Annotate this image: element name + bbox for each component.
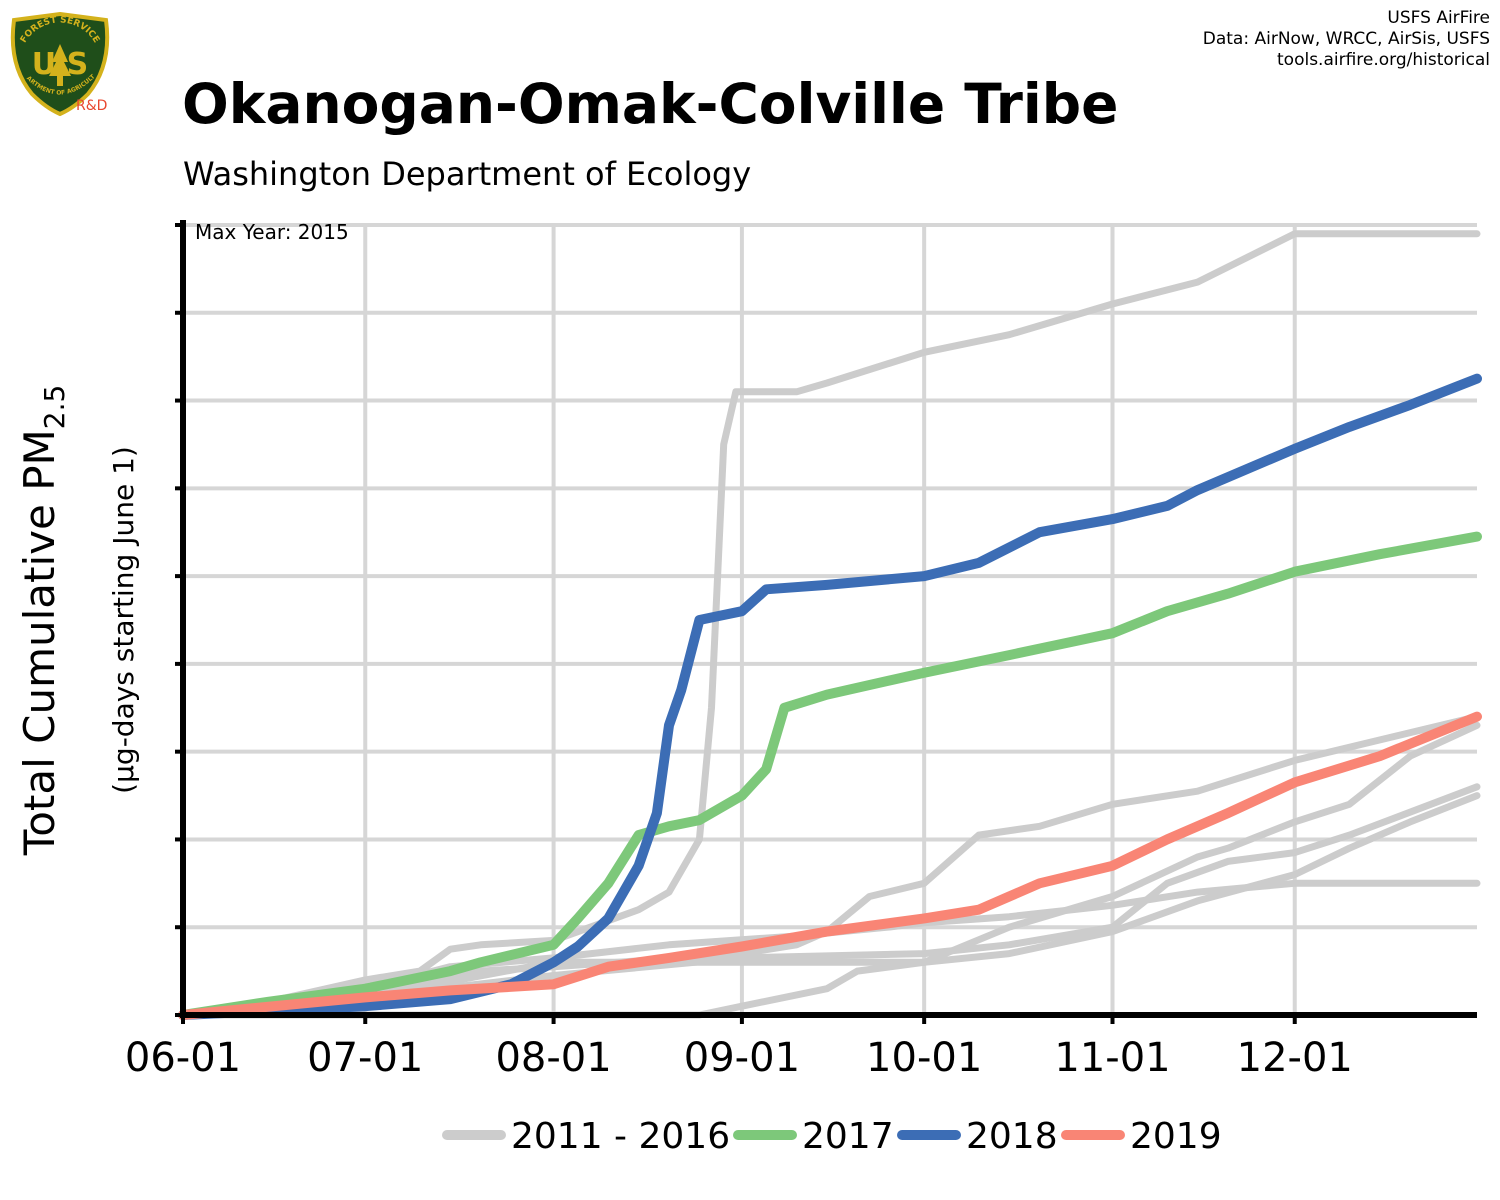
legend-item: 2019 (1061, 1116, 1222, 1157)
series-line-history (179, 230, 1481, 1019)
x-tick-label: 10-01 (866, 1035, 982, 1081)
ylabel-main: Total Cumulative PM (15, 429, 64, 856)
usfs-logo: FOREST SERVICE DEPARTMENT OF AGRICULTURE… (6, 5, 112, 120)
series-line-2017 (178, 531, 1482, 1020)
legend-item: 2018 (897, 1116, 1058, 1157)
axes: 06-01 07-01 08-01 09-01 10-01 11-01 12-01 (125, 220, 1477, 1081)
credit-line: tools.airfire.org/historical (1277, 50, 1490, 70)
x-tick-label: 08-01 (495, 1035, 611, 1081)
credits: USFS AirFire Data: AirNow, WRCC, AirSis,… (1203, 8, 1490, 71)
svg-text:Total Cumulative PM2.5: Total Cumulative PM2.5 (15, 385, 71, 857)
rd-badge: R&D (76, 98, 108, 114)
series-lines (178, 230, 1482, 1020)
credit-line: Data: AirNow, WRCC, AirSis, USFS (1202, 29, 1490, 49)
x-tick-label: 11-01 (1054, 1035, 1170, 1081)
max-year-annotation: Max Year: 2015 (195, 220, 349, 244)
series-line-2019 (178, 711, 1482, 1020)
legend-label: 2017 (802, 1116, 894, 1157)
chart-subtitle: Washington Department of Ecology (183, 155, 752, 193)
ylabel-subscript: 2.5 (38, 385, 71, 430)
legend-label: 2019 (1130, 1116, 1222, 1157)
legend-item: 2017 (733, 1116, 894, 1157)
legend-label: 2018 (966, 1116, 1058, 1157)
x-tick-label: 07-01 (307, 1035, 423, 1081)
series-line-history (179, 721, 1481, 1019)
y-axis-units: (µg-days starting June 1) (107, 446, 140, 794)
legend-item: 2011 - 2016 (442, 1116, 730, 1157)
grid (183, 223, 1477, 1015)
series-line-2018 (178, 373, 1482, 1020)
legend-label: 2011 - 2016 (511, 1116, 730, 1157)
chart-title: Okanogan-Omak-Colville Tribe (182, 72, 1119, 136)
series-line-history (179, 713, 1481, 1019)
x-tick-label: 12-01 (1237, 1035, 1353, 1081)
legend: 2011 - 2016 2017 2018 2019 (442, 1116, 1222, 1157)
x-tick-label: 09-01 (684, 1035, 800, 1081)
x-tick-label: 06-01 (125, 1035, 241, 1081)
y-axis-label: Total Cumulative PM2.5 (15, 385, 71, 857)
credit-line: USFS AirFire (1387, 8, 1490, 28)
